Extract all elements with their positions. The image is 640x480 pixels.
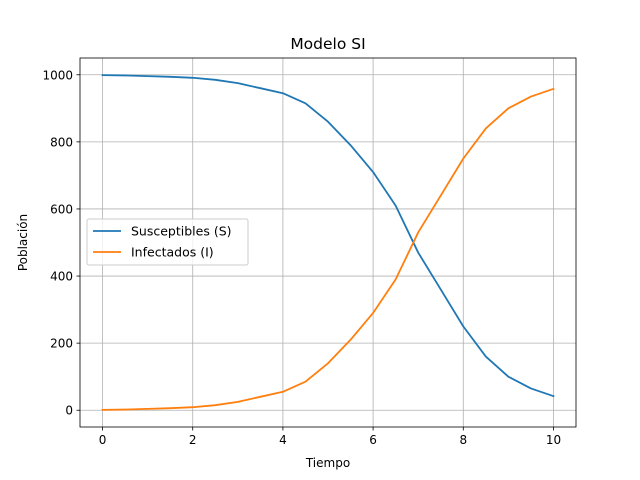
y-tick-label: 200 [50,337,73,351]
chart-title: Modelo SI [290,35,365,53]
series-line-susceptibles [101,74,555,398]
legend-label-susceptibles: Susceptibles (S) [131,224,232,239]
series-lines [101,74,555,411]
y-tick-label: 800 [50,135,73,149]
y-axis-label: Población [16,214,30,271]
series-line-infectados [101,87,555,411]
x-tick-label: 10 [546,433,561,447]
x-axis-label: Tiempo [305,456,350,470]
y-tick-label: 1000 [42,68,73,82]
legend-label-infectados: Infectados (I) [131,245,214,260]
plot-frame [79,57,577,428]
legend: Susceptibles (S) Infectados (I) [86,218,249,266]
y-tick-label: 400 [50,270,73,284]
x-tick-label: 4 [279,433,287,447]
x-tick-label: 8 [459,433,467,447]
axis-ticks: 0 2 4 6 8 10 0 200 400 600 800 1000 [42,68,561,447]
x-tick-label: 2 [189,433,197,447]
legend-box [86,218,249,266]
y-tick-label: 0 [65,404,73,418]
y-tick-label: 600 [50,202,73,216]
x-tick-label: 6 [369,433,377,447]
x-tick-label: 0 [99,433,107,447]
